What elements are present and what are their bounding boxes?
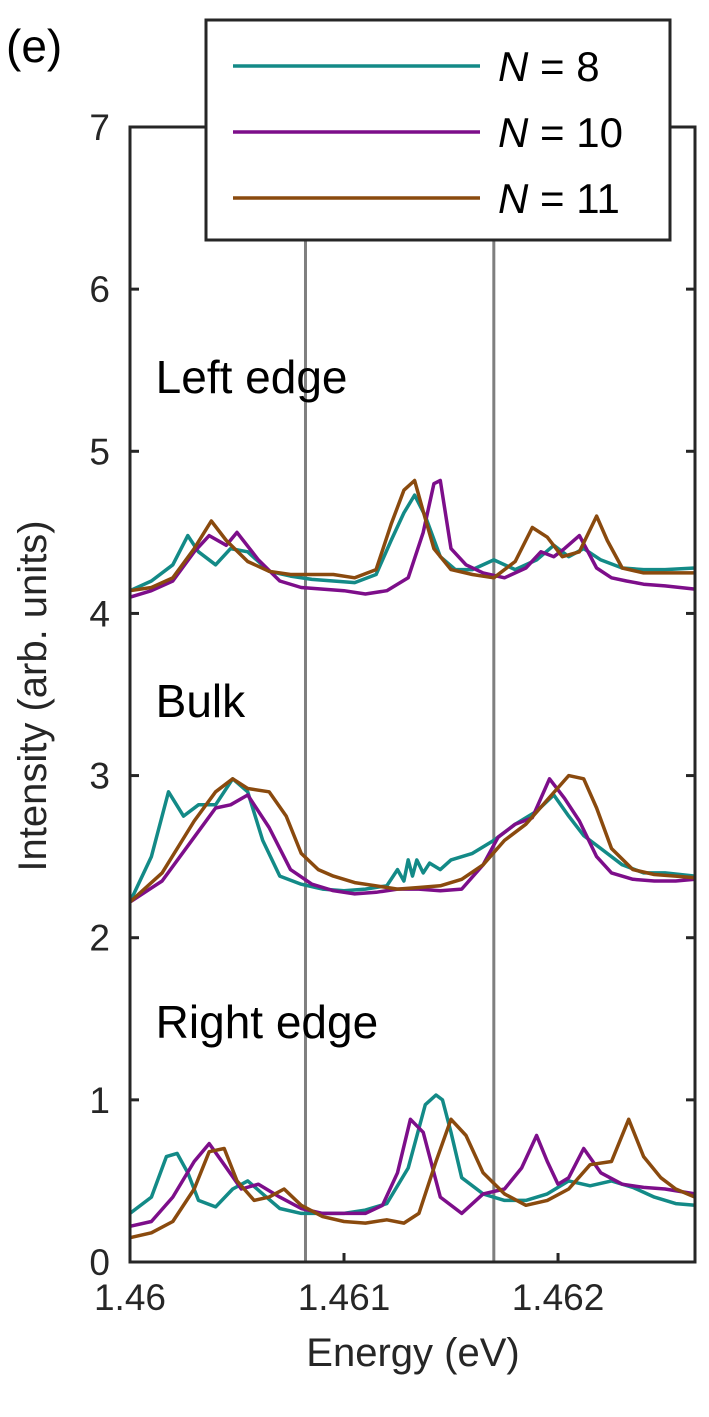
series-3-curve-3 [129,1117,696,1240]
y-tick-label: 1 [89,1080,110,1121]
series-curves [128,478,696,1240]
legend-box [204,18,672,242]
series-2-curve-3 [129,1117,696,1229]
series-3-curve-1 [129,478,695,593]
x-tick-label: 1.461 [298,1277,391,1318]
series-2-curve-1 [129,478,696,599]
legend: N = 8 N = 10 N = 11 [204,18,672,242]
y-tick-label: 3 [89,756,110,797]
y-tick-label: 4 [89,593,110,634]
y-tick-label: 5 [89,431,110,472]
tick-labels: 1.46 1.461 1.462 0 1 2 3 4 5 6 7 [89,107,604,1318]
curve-annotations: Left edge Bulk Right edge [156,351,379,1048]
curve-annotation: Right edge [156,996,379,1048]
series-1-curve-3 [128,1093,696,1216]
y-tick-label: 7 [89,107,110,148]
y-axis-label: Intensity (arb. units) [11,520,55,871]
reference-lines [303,127,496,1262]
series-2-curve-2 [129,777,696,904]
x-tick-label: 1.462 [512,1277,605,1318]
curve-annotation: Left edge [156,351,348,403]
panel-label: (e) [6,20,62,72]
x-tick-label: 1.46 [94,1277,166,1318]
y-tick-label: 6 [89,269,110,310]
curve-annotation: Bulk [156,675,246,727]
legend-label-3: N = 11 [498,175,620,222]
legend-label-2: N = 10 [498,109,623,156]
x-axis-label: Energy (eV) [306,1331,519,1375]
y-tick-label: 2 [89,918,110,959]
y-tick-label: 0 [89,1242,110,1283]
series-3-curve-2 [128,773,696,904]
legend-label-1: N = 8 [498,43,600,90]
